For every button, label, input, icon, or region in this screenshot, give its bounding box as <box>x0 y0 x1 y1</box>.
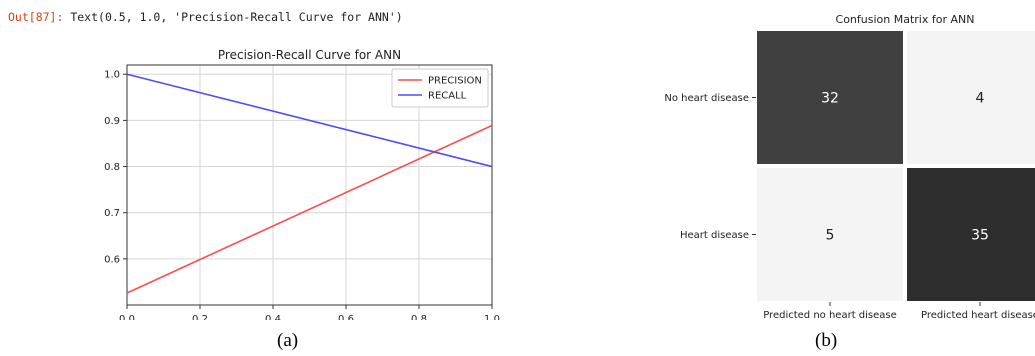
row-label-1: Heart disease <box>680 230 749 241</box>
legend-label-precision: PRECISION <box>428 76 482 87</box>
heatmap-cell-1-1 <box>907 168 1035 301</box>
x-tick-label-5: 1.0 <box>484 314 500 320</box>
legend: PRECISION RECALL <box>391 68 489 108</box>
y-tick-label-4: 1.0 <box>104 70 120 81</box>
heatmap-value-0-0: 32 <box>821 91 839 107</box>
row-label-0: No heart disease <box>664 93 749 104</box>
heatmap-value-1-0: 5 <box>826 228 835 244</box>
y-tick-label-1: 0.7 <box>104 208 120 219</box>
plot-frame <box>126 64 493 306</box>
y-tick-label-3: 0.9 <box>104 116 120 127</box>
heatmap-value-1-1: 35 <box>971 228 989 244</box>
caption-a: (a) <box>277 330 299 351</box>
heatmap-cell-1-0 <box>757 168 903 301</box>
x-tick-label-2: 0.4 <box>265 314 281 320</box>
heatmap-cell-0-1 <box>907 31 1035 164</box>
series-line-precision <box>126 124 493 294</box>
precision-recall-chart: Precision-Recall Curve for ANN 0.0 0.2 0.4 0… <box>104 48 500 320</box>
confusion-matrix-chart: Confusion Matrix for ANN 32 4 5 35 No heart d… <box>664 13 1035 320</box>
output-prompt: Out[87]: <box>8 10 64 24</box>
y-tick-label-0: 0.6 <box>104 254 120 265</box>
x-tick-label-4: 0.8 <box>411 314 427 320</box>
series-line-recall <box>126 73 493 168</box>
output-line: Out[87]: Text(0.5, 1.0, 'Precision-Recal… <box>8 10 403 24</box>
heatmap-title: Confusion Matrix for ANN <box>836 13 975 26</box>
heatmap-cell-0-0 <box>757 31 903 164</box>
heatmap-value-0-1: 4 <box>976 91 985 107</box>
legend-label-recall: RECALL <box>428 91 467 102</box>
caption-b: (b) <box>815 330 838 351</box>
x-tick-label-1: 0.2 <box>192 314 208 320</box>
legend-box <box>391 68 489 108</box>
chart-title: Precision-Recall Curve for ANN <box>218 48 401 62</box>
col-label-0: Predicted no heart disease <box>763 310 897 320</box>
x-tick-label-3: 0.6 <box>338 314 354 320</box>
y-tick-label-2: 0.8 <box>104 162 120 173</box>
output-text: Text(0.5, 1.0, 'Precision-Recall Curve f… <box>70 10 403 24</box>
col-label-1: Predicted heart disease <box>921 310 1035 320</box>
x-tick-label-0: 0.0 <box>119 314 135 320</box>
